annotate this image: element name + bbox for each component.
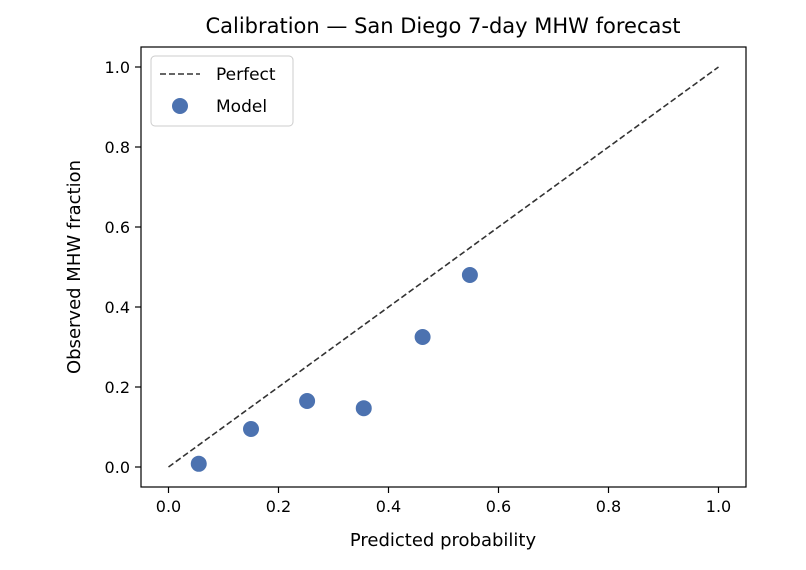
y-tick-label: 0.6 [105, 218, 130, 237]
legend: Perfect Model [150, 55, 294, 127]
model-point [299, 393, 316, 409]
x-tick-label: 0.4 [376, 497, 401, 516]
y-tick-label: 0.4 [105, 298, 130, 317]
chart-title: Calibration — San Diego 7-day MHW foreca… [205, 14, 680, 38]
y-tick-label: 1.0 [105, 58, 130, 77]
legend-perfect-label: Perfect [216, 65, 276, 85]
x-tick-label: 0.8 [596, 497, 621, 516]
model-point [461, 267, 478, 283]
x-tick-label: 0.0 [156, 497, 181, 516]
y-axis-label: Observed MHW fraction [64, 160, 85, 374]
model-point [355, 400, 372, 417]
x-tick-label: 0.2 [266, 497, 291, 516]
perfect-calibration-line [168, 66, 719, 468]
x-tick-label: 0.6 [486, 497, 511, 516]
model-point [243, 421, 259, 437]
model-point [414, 329, 431, 345]
y-tick-label: 0.2 [105, 378, 130, 397]
y-tick-label: 0.0 [105, 458, 130, 477]
model-point [190, 455, 207, 472]
x-tick-label: 1.0 [706, 497, 731, 516]
x-axis-label: Predicted probability [350, 530, 537, 551]
legend-model-label: Model [216, 97, 267, 117]
plot-frame [140, 46, 747, 488]
legend-model-swatch [172, 98, 188, 114]
y-tick-label: 0.8 [105, 138, 130, 157]
